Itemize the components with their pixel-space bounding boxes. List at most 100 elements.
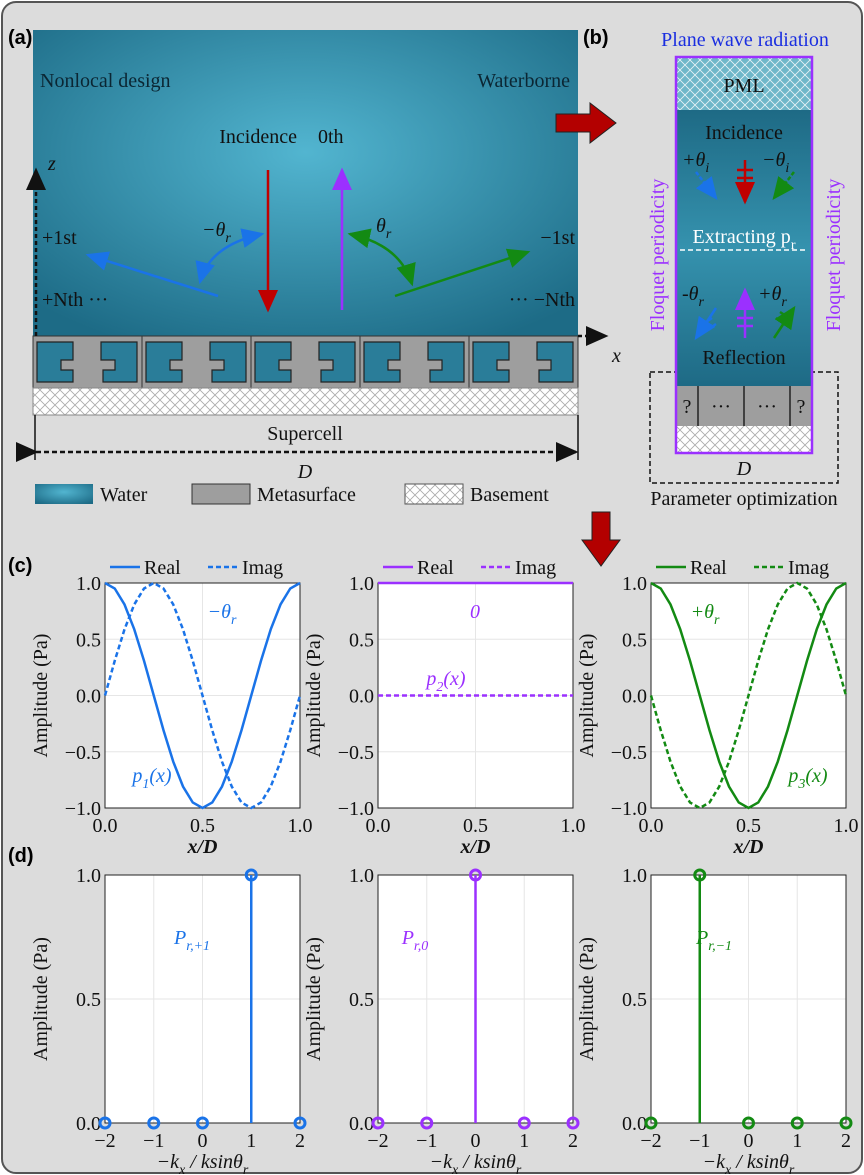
y-tick-label: 1.0 xyxy=(76,865,101,887)
x-tick-label: 2 xyxy=(841,1130,851,1152)
text: ··· xyxy=(711,396,731,418)
text-part: −k xyxy=(157,1151,180,1173)
text: PML xyxy=(723,75,764,97)
text-part: P xyxy=(401,927,414,949)
text-part: +θ xyxy=(758,283,781,305)
y-tick-label: −0.5 xyxy=(611,742,647,764)
text: z xyxy=(47,153,56,175)
text-part: 3 xyxy=(797,777,805,792)
legend-label: Real xyxy=(690,557,727,579)
y-tick-label: −0.5 xyxy=(65,742,101,764)
y-tick-label: 0.5 xyxy=(622,629,647,651)
legend: Water Metasurface Basement xyxy=(35,484,549,506)
x-tick-label: 1.0 xyxy=(561,815,586,837)
x-tick-label: 0 xyxy=(198,1130,208,1152)
panel-label: (d) xyxy=(8,845,34,867)
y-tick-label: 1.0 xyxy=(622,573,647,595)
text-part: P xyxy=(173,927,186,949)
text-part: 0 xyxy=(470,601,480,623)
y-tick-label: 0.0 xyxy=(622,686,647,708)
text: D xyxy=(736,458,752,480)
text-part: i xyxy=(705,161,709,176)
x-tick-label: −1 xyxy=(689,1130,710,1152)
text: −1st xyxy=(540,227,575,249)
text-part: r,−1 xyxy=(708,939,732,954)
legend-label: Imag xyxy=(242,557,283,579)
x-tick-label: 1 xyxy=(519,1130,529,1152)
text: Waterborne xyxy=(477,70,570,92)
text-part: / ksinθ xyxy=(731,1151,789,1173)
text-part: r xyxy=(789,1163,795,1175)
text-part: -θ xyxy=(682,283,699,305)
text: Plane wave radiation xyxy=(661,29,829,51)
text-part: r xyxy=(386,227,392,242)
text-part: p xyxy=(786,765,798,787)
x-axis-label: −kx / ksinθr xyxy=(157,1151,249,1175)
text: ··· −Nth xyxy=(509,289,575,311)
x-tick-label: −1 xyxy=(416,1130,437,1152)
y-tick-label: 0.0 xyxy=(349,686,374,708)
text-part: +θ xyxy=(691,601,714,623)
text-part: (x) xyxy=(443,668,466,690)
text: Incidence xyxy=(219,126,297,148)
x-tick-label: 0 xyxy=(744,1130,754,1152)
text-part: / ksinθ xyxy=(185,1151,243,1173)
text: Supercell xyxy=(267,423,343,445)
x-tick-label: −1 xyxy=(143,1130,164,1152)
x-axis-label: x/D xyxy=(187,836,218,858)
text-part: r xyxy=(791,238,796,253)
text-part: p xyxy=(130,765,142,787)
legend-label: Imag xyxy=(788,557,829,579)
text-part: 2 xyxy=(436,680,443,695)
y-tick-label: 0.5 xyxy=(349,629,374,651)
text-part: Extracting p xyxy=(693,226,791,248)
y-tick-label: 0.5 xyxy=(622,989,647,1011)
basement xyxy=(33,388,578,415)
y-tick-label: 1.0 xyxy=(349,573,374,595)
legend-label: Basement xyxy=(470,484,549,506)
text: x xyxy=(611,345,621,367)
x-tick-label: 0.5 xyxy=(463,815,488,837)
y-tick-label: 0.0 xyxy=(76,686,101,708)
legend-label: Imag xyxy=(515,557,556,579)
legend-label: Water xyxy=(100,484,148,506)
x-tick-label: 0.5 xyxy=(736,815,761,837)
text-part: r,+1 xyxy=(186,939,210,954)
text-part: (x) xyxy=(149,765,172,787)
panel-label: (c) xyxy=(8,555,32,577)
text-part: +θ xyxy=(682,149,705,171)
x-tick-label: 1 xyxy=(246,1130,256,1152)
text-part: / ksinθ xyxy=(458,1151,516,1173)
legend-label: Real xyxy=(144,557,181,579)
x-axis-label: −kx / ksinθr xyxy=(703,1151,795,1175)
text: +Nth ··· xyxy=(42,289,108,311)
y-axis-label: Amplitude (Pa) xyxy=(303,634,325,758)
text-part: −k xyxy=(703,1151,726,1173)
text-part: (x) xyxy=(805,765,828,787)
text-part: r xyxy=(714,613,720,628)
text: D xyxy=(297,461,313,483)
x-tick-label: 0.0 xyxy=(366,815,391,837)
y-axis-label: Amplitude (Pa) xyxy=(576,937,598,1061)
x-tick-label: 0.5 xyxy=(190,815,215,837)
text-part: r xyxy=(698,295,704,310)
x-tick-label: 1.0 xyxy=(834,815,859,837)
x-tick-label: 0.0 xyxy=(93,815,118,837)
text-part: 1 xyxy=(142,777,149,792)
panel-label: (a) xyxy=(8,27,32,49)
text-part: r xyxy=(243,1163,249,1175)
annotation: 0 xyxy=(470,601,480,623)
x-tick-label: 0 xyxy=(471,1130,481,1152)
legend-label: Real xyxy=(417,557,454,579)
legend-label: Metasurface xyxy=(257,484,356,506)
y-tick-label: 0.5 xyxy=(76,989,101,1011)
text-part: r xyxy=(231,613,237,628)
text: Incidence xyxy=(705,122,783,144)
text: Floquet periodicity xyxy=(823,179,845,332)
y-axis-label: Amplitude (Pa) xyxy=(30,937,52,1061)
text-part: i xyxy=(785,161,789,176)
y-tick-label: 1.0 xyxy=(622,865,647,887)
text: 0th xyxy=(318,126,344,148)
x-axis-label: x/D xyxy=(460,836,491,858)
text-part: P xyxy=(695,927,708,949)
